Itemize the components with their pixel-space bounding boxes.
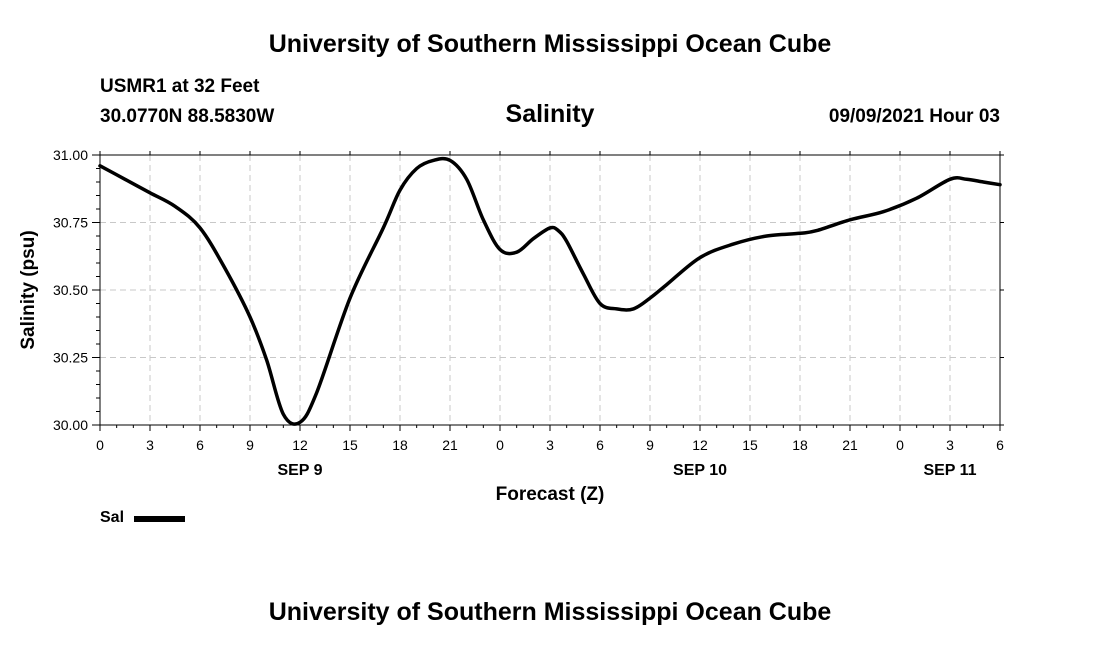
series-layer (98, 156, 1002, 426)
y-tick-label: 30.00 (53, 417, 88, 433)
axis-ticks (92, 151, 1004, 431)
grid-lines (100, 155, 1000, 425)
x-tick-label: 15 (742, 437, 758, 453)
coordinates-label: 30.0770N 88.5830W (100, 106, 275, 127)
x-tick-label: 3 (146, 437, 154, 453)
x-tick-label: 6 (196, 437, 204, 453)
x-tick-label: 9 (646, 437, 654, 453)
legend-label: Sal (100, 509, 125, 526)
station-label: USMR1 at 32 Feet (100, 76, 260, 97)
x-tick-label: 18 (792, 437, 808, 453)
y-tick-label: 30.75 (53, 215, 88, 231)
series-line-salinity (98, 156, 1002, 426)
x-axis-label: Forecast (Z) (496, 484, 605, 505)
x-tick-label: 21 (442, 437, 458, 453)
plot-frame (99, 154, 1001, 426)
date-label: SEP 10 (673, 462, 727, 479)
legend-swatch (134, 516, 186, 522)
legend: Sal (100, 509, 186, 527)
forecast-datetime: 09/09/2021 Hour 03 (828, 106, 1000, 127)
x-tick-label: 15 (342, 437, 358, 453)
x-tick-label: 12 (692, 437, 708, 453)
x-tick-label: 0 (96, 437, 104, 453)
y-tick-label: 31.00 (53, 147, 88, 163)
x-tick-label: 18 (392, 437, 408, 453)
y-tick-label: 30.25 (53, 350, 88, 366)
x-tick-label: 6 (596, 437, 604, 453)
x-tick-label: 6 (996, 437, 1004, 453)
y-tick-label: 30.50 (53, 282, 88, 298)
page-title-bottom: University of Southern Mississippi Ocean… (268, 598, 832, 626)
date-label: SEP 9 (277, 462, 322, 479)
axis-tick-labels: 0 3 6 9 12 15 18 21 0 3 6 9 12 15 18 21 0 3 6 SEP 9 SEP 10 SE… (53, 147, 1004, 479)
y-axis-label: Salinity (psu) (18, 230, 39, 349)
page-title-top: University of Southern Mississippi Ocean… (268, 30, 832, 58)
x-tick-label: 9 (246, 437, 254, 453)
x-tick-label: 0 (896, 437, 904, 453)
chart-title: Salinity (505, 100, 595, 128)
date-label: SEP 11 (923, 462, 976, 479)
x-tick-label: 3 (946, 437, 954, 453)
x-tick-label: 12 (292, 437, 308, 453)
x-tick-label: 3 (546, 437, 554, 453)
x-tick-label: 21 (842, 437, 858, 453)
x-tick-label: 0 (496, 437, 504, 453)
